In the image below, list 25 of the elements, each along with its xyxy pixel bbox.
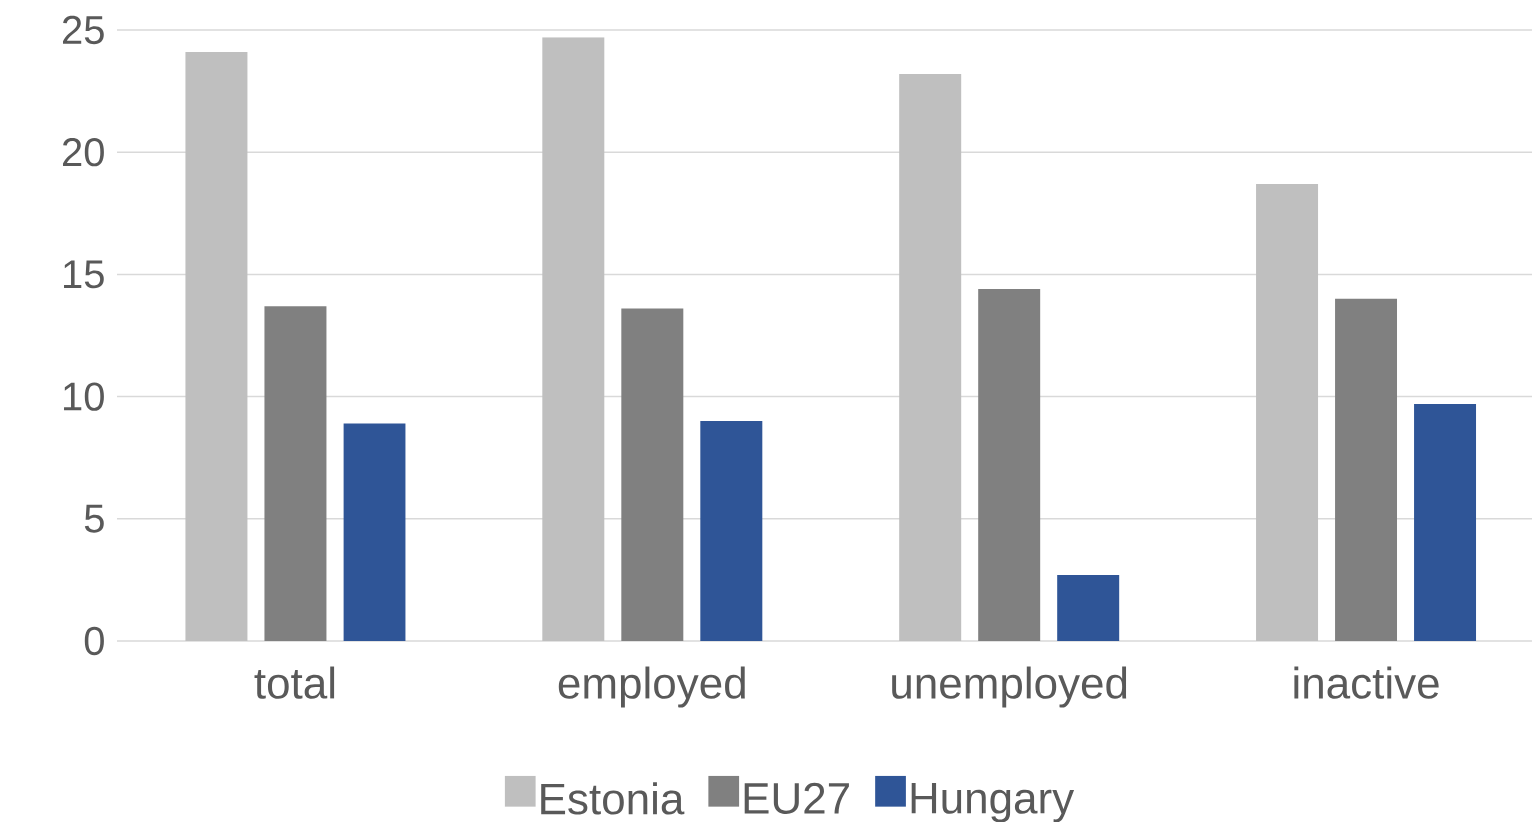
- y-tick-label: 5: [84, 504, 104, 533]
- bar: [1414, 403, 1477, 641]
- x-tick-label: total: [254, 666, 335, 699]
- legend-label: Hungary: [911, 783, 1075, 822]
- bar: [1057, 575, 1120, 641]
- x-tick-label: unemployed: [892, 666, 1127, 708]
- x-tick-label: inactive: [1294, 666, 1439, 699]
- bar: [264, 306, 327, 641]
- bar: [1256, 183, 1319, 641]
- y-tick-label: 10: [64, 382, 104, 411]
- bar: [621, 308, 684, 641]
- bar: [185, 51, 248, 641]
- y-tick-label: 25: [62, 15, 104, 45]
- x-tick-label: employed: [558, 666, 745, 708]
- legend-label: EU27: [744, 782, 849, 815]
- bar: [700, 421, 763, 641]
- bar: [343, 423, 406, 641]
- y-tick-label: 20: [62, 138, 104, 167]
- bar: [542, 37, 605, 641]
- bar: [899, 73, 962, 641]
- legend-label: Estonia: [541, 782, 685, 815]
- y-tick-label: 0: [84, 626, 104, 656]
- bar: [1335, 298, 1398, 641]
- y-tick-label: 15: [64, 260, 104, 289]
- bar: [978, 289, 1041, 641]
